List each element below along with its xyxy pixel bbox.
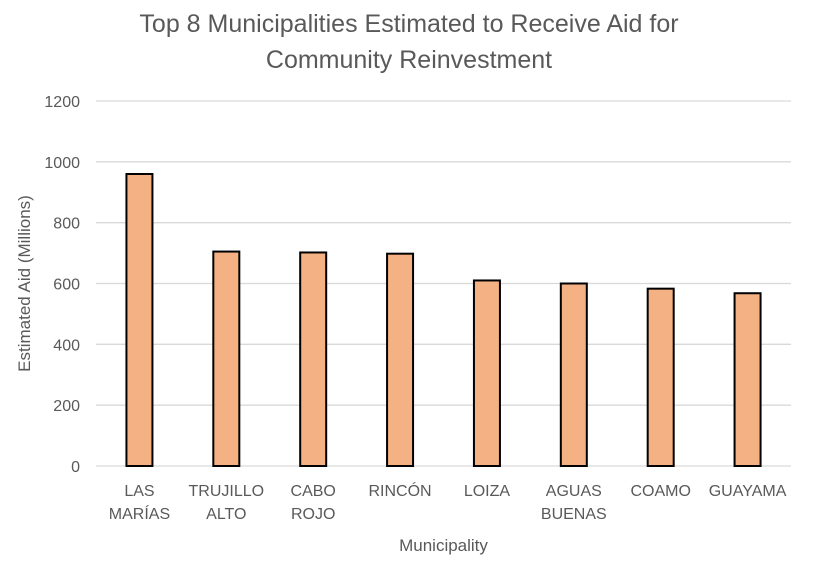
x-tick-label: LOIZA (464, 483, 511, 500)
x-tick-label: CABO (291, 483, 336, 500)
y-tick-label: 1000 (44, 155, 80, 172)
bar (299, 251, 328, 467)
bar (386, 252, 415, 467)
x-tick-label: MARÍAS (109, 504, 170, 523)
x-tick-label: ALTO (206, 506, 246, 523)
chart-title-line: Community Reinvestment (266, 46, 552, 74)
y-tick-label: 400 (53, 337, 80, 354)
y-axis-label: Estimated Aid (Millions) (15, 195, 34, 372)
bar (646, 287, 675, 467)
bar (733, 292, 762, 467)
x-tick-label: RINCÓN (369, 481, 432, 500)
bar (472, 279, 501, 468)
x-tick-label: LAS (124, 483, 154, 500)
x-tick-label: ROJO (291, 506, 335, 523)
x-axis-ticks: LAS MARÍAS TRUJILLO ALTO CABO ROJO RINCÓN LOIZA… (109, 481, 787, 523)
x-axis-label: Municipality (399, 536, 488, 555)
x-tick-label: AGUAS (546, 483, 602, 500)
bar (125, 173, 154, 467)
y-tick-label: 200 (53, 398, 80, 415)
chart-title-line: Top 8 Municipalities Estimated to Receiv… (139, 10, 678, 38)
chart-title: Top 8 Municipalities Estimated to Receiv… (139, 10, 678, 74)
x-tick-label: COAMO (630, 483, 690, 500)
y-axis-ticks: 0 200 400 600 800 1000 1200 (44, 94, 80, 476)
bars (125, 173, 762, 468)
y-tick-label: 0 (71, 459, 80, 476)
y-tick-label: 600 (53, 277, 80, 294)
x-tick-label: BUENAS (541, 506, 607, 523)
y-tick-label: 800 (53, 216, 80, 233)
bar (212, 250, 241, 467)
x-tick-label: GUAYAMA (709, 483, 787, 500)
x-tick-label: TRUJILLO (189, 483, 265, 500)
y-tick-label: 1200 (44, 94, 80, 111)
bar (559, 282, 588, 467)
gridlines (96, 100, 791, 467)
